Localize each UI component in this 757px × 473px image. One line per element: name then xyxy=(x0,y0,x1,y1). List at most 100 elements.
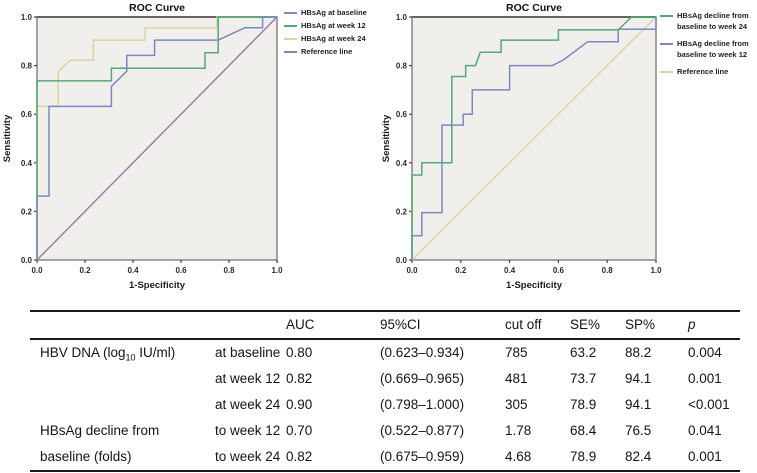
svg-text:1-Specificity: 1-Specificity xyxy=(129,280,186,291)
svg-text:1.0: 1.0 xyxy=(271,266,283,275)
svg-text:0.2: 0.2 xyxy=(79,266,91,275)
row-group-label: baseline (folds) xyxy=(40,449,132,464)
cell-p: <0.001 xyxy=(688,397,730,412)
legend-label: HBsAg at week 12 xyxy=(301,20,366,30)
table-header-row: AUC 95%CI cut off SE% SP% p xyxy=(30,312,740,340)
cell-sp: 76.5 xyxy=(625,423,652,438)
cell-p: 0.041 xyxy=(688,423,722,438)
row-sub-label: to week 24 xyxy=(215,449,281,464)
cell-ci: (0.522–0.877) xyxy=(380,423,465,438)
svg-text:0.6: 0.6 xyxy=(175,266,187,275)
legend-item: Reference line xyxy=(660,67,757,78)
roc-chart-decline: ROC Curve 0.0 0.2 0.4 0.6 0.8 1.0 0.0 0.2 0.4 0.6 0… xyxy=(381,2,662,291)
col-header-cutoff: cut off xyxy=(505,317,542,332)
svg-text:0.0: 0.0 xyxy=(21,256,33,265)
row-sub-label: at baseline xyxy=(215,345,281,360)
cell-se: 78.9 xyxy=(570,449,597,464)
col-header-ci: 95%CI xyxy=(380,317,421,332)
col-header-se: SE% xyxy=(570,317,601,332)
roc-chart-baseline-panel: ROC Curve 0.0 0.2 0.4 0.6 0.8 1.0 0.0 0.2 0.4 0.6 0… xyxy=(0,0,378,306)
row-group-label xyxy=(40,392,215,418)
svg-text:0.8: 0.8 xyxy=(21,62,33,71)
svg-text:0.6: 0.6 xyxy=(553,266,565,275)
cell-sp: 94.1 xyxy=(625,371,652,386)
row-sub-label: at week 24 xyxy=(215,397,281,412)
cell-ci: (0.798–1.000) xyxy=(380,397,465,412)
cell-p: 0.001 xyxy=(688,449,722,464)
cell-auc: 0.82 xyxy=(286,371,313,386)
svg-text:0.6: 0.6 xyxy=(396,110,408,119)
header-spacer-2 xyxy=(215,312,286,338)
legend-item: Reference line xyxy=(284,47,367,58)
roc-chart-baseline: ROC Curve 0.0 0.2 0.4 0.6 0.8 1.0 0.0 0.2 0.4 0.6 0… xyxy=(2,2,283,291)
legend-item: HBsAg at baseline xyxy=(284,8,367,19)
cell-p: 0.001 xyxy=(688,371,722,386)
svg-text:0.4: 0.4 xyxy=(21,159,33,168)
svg-text:ROC Curve: ROC Curve xyxy=(129,2,185,14)
svg-text:0.8: 0.8 xyxy=(602,266,614,275)
legend-label: Reference line xyxy=(677,66,729,76)
legend-label: HBsAg at baseline xyxy=(301,8,367,17)
legend-baseline: HBsAg at baseline HBsAg at week 12 HBsAg a… xyxy=(284,8,367,60)
svg-text:0.8: 0.8 xyxy=(223,266,235,275)
svg-text:0.2: 0.2 xyxy=(21,207,33,216)
legend-decline: HBsAg decline from baseline to week 24 HB… xyxy=(660,11,757,83)
legend-label: HBsAg decline from baseline to week 24 xyxy=(677,11,749,31)
svg-text:0.0: 0.0 xyxy=(396,256,408,265)
legend-label: HBsAg at week 24 xyxy=(301,33,366,43)
cell-se: 68.4 xyxy=(570,423,597,438)
svg-text:0.4: 0.4 xyxy=(504,266,516,275)
svg-text:1.0: 1.0 xyxy=(21,13,33,22)
svg-text:Sensitivity: Sensitivity xyxy=(381,114,392,162)
table-row: baseline (folds) to week 24 0.82 (0.675–… xyxy=(30,444,740,470)
legend-line-swatch xyxy=(284,37,297,40)
svg-text:Sensitivity: Sensitivity xyxy=(2,114,13,162)
cell-sp: 88.2 xyxy=(625,345,652,360)
cell-cutoff: 1.78 xyxy=(505,423,532,438)
cell-se: 78.9 xyxy=(570,397,597,412)
svg-text:1.0: 1.0 xyxy=(650,266,662,275)
cell-ci: (0.675–0.959) xyxy=(380,449,465,464)
table-row: HBV DNA (log10 IU/ml) at baseline 0.80 (… xyxy=(30,340,740,366)
cell-p: 0.004 xyxy=(688,345,722,360)
svg-text:0.2: 0.2 xyxy=(396,207,408,216)
col-header-sp: SP% xyxy=(625,317,656,332)
legend-item: HBsAg decline from baseline to week 24 xyxy=(660,11,757,33)
legend-line-swatch xyxy=(284,24,297,27)
table-row: at week 12 0.82 (0.669–0.965) 481 73.7 9… xyxy=(30,366,740,392)
svg-text:0.2: 0.2 xyxy=(455,266,467,275)
svg-text:1-Specificity: 1-Specificity xyxy=(506,280,563,291)
header-spacer-1 xyxy=(40,312,215,338)
cell-ci: (0.669–0.965) xyxy=(380,371,465,386)
row-group-label xyxy=(40,366,215,392)
row-group-label: HBsAg decline from xyxy=(40,423,160,438)
svg-text:0.0: 0.0 xyxy=(406,266,418,275)
cell-cutoff: 481 xyxy=(505,371,528,386)
cell-cutoff: 4.68 xyxy=(505,449,532,464)
col-header-auc: AUC xyxy=(286,317,315,332)
table-row: HBsAg decline from to week 12 0.70 (0.52… xyxy=(30,418,740,444)
roc-chart-decline-panel: ROC Curve 0.0 0.2 0.4 0.6 0.8 1.0 0.0 0.2 0.4 0.6 0… xyxy=(379,0,757,306)
cell-sp: 94.1 xyxy=(625,397,652,412)
cell-sp: 82.4 xyxy=(625,449,652,464)
legend-item: HBsAg at week 12 xyxy=(284,21,367,32)
cell-auc: 0.82 xyxy=(286,449,313,464)
cell-se: 73.7 xyxy=(570,371,597,386)
legend-line-swatch xyxy=(660,15,673,17)
results-table: AUC 95%CI cut off SE% SP% p HBV DNA (log… xyxy=(0,310,757,472)
svg-text:1.0: 1.0 xyxy=(396,13,408,22)
svg-text:ROC Curve: ROC Curve xyxy=(506,2,562,14)
legend-line-swatch xyxy=(660,42,673,45)
col-header-p: p xyxy=(688,317,696,332)
cell-cutoff: 785 xyxy=(505,345,528,360)
cell-auc: 0.80 xyxy=(286,345,313,360)
row-sub-label: at week 12 xyxy=(215,371,281,386)
legend-line-swatch xyxy=(284,12,297,14)
cell-auc: 0.90 xyxy=(286,397,313,412)
legend-item: HBsAg decline from baseline to week 12 xyxy=(660,39,757,61)
legend-item: HBsAg at week 24 xyxy=(284,34,367,45)
svg-text:0.8: 0.8 xyxy=(396,62,408,71)
legend-line-swatch xyxy=(660,70,673,73)
cell-se: 63.2 xyxy=(570,345,597,360)
